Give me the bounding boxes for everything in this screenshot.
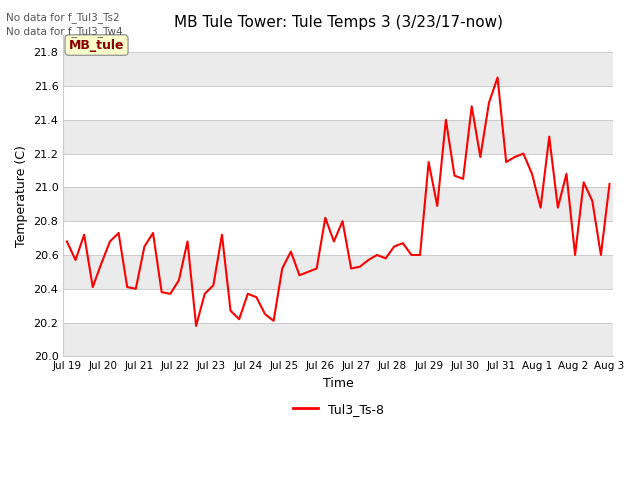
Legend: Tul3_Ts-8: Tul3_Ts-8 (288, 398, 388, 420)
Y-axis label: Temperature (C): Temperature (C) (15, 145, 28, 247)
Text: MB_tule: MB_tule (68, 38, 124, 51)
Title: MB Tule Tower: Tule Temps 3 (3/23/17-now): MB Tule Tower: Tule Temps 3 (3/23/17-now… (173, 15, 502, 30)
Bar (63, 86, 613, 120)
Bar (63, 36, 613, 52)
X-axis label: Time: Time (323, 377, 353, 390)
Text: No data for f_Tul3_Tw4: No data for f_Tul3_Tw4 (6, 26, 123, 37)
Text: No data for f_Tul3_Ts2: No data for f_Tul3_Ts2 (6, 12, 120, 23)
Bar (63, 154, 613, 187)
Bar (63, 120, 613, 154)
Bar (63, 255, 613, 289)
Bar (63, 323, 613, 356)
Bar (63, 221, 613, 255)
Bar (63, 187, 613, 221)
Bar (63, 289, 613, 323)
Bar (63, 52, 613, 86)
